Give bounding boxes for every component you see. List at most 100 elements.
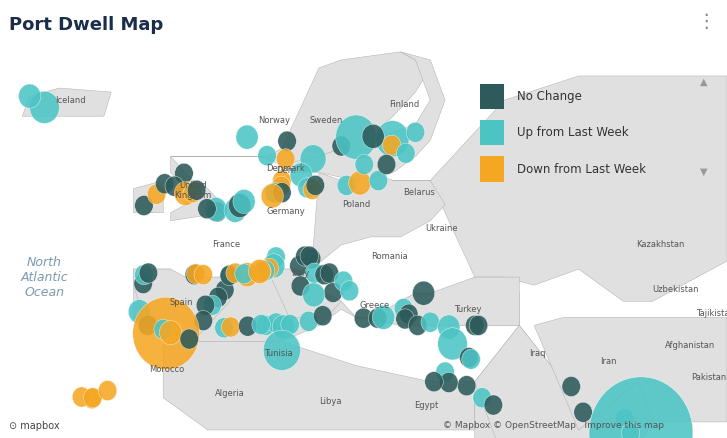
Circle shape: [252, 261, 271, 282]
Circle shape: [215, 280, 234, 300]
FancyBboxPatch shape: [481, 84, 504, 109]
Polygon shape: [282, 52, 445, 180]
Circle shape: [278, 131, 297, 151]
Circle shape: [273, 170, 292, 191]
Text: Uzbekistan: Uzbekistan: [652, 285, 699, 293]
FancyBboxPatch shape: [481, 120, 504, 145]
Circle shape: [369, 308, 387, 328]
Text: Belarus: Belarus: [403, 188, 435, 197]
Circle shape: [129, 300, 150, 324]
Circle shape: [148, 184, 166, 204]
Circle shape: [184, 183, 202, 203]
Circle shape: [134, 195, 153, 215]
Text: Denmark: Denmark: [266, 164, 305, 173]
Text: United
Kingdom: United Kingdom: [174, 180, 212, 200]
Text: Afghanistan: Afghanistan: [664, 341, 715, 350]
Text: Norway: Norway: [259, 116, 291, 125]
Text: Pakistan: Pakistan: [691, 373, 726, 382]
Text: Finland: Finland: [389, 99, 419, 109]
Circle shape: [438, 315, 460, 339]
Text: Up from Last Week: Up from Last Week: [518, 126, 629, 139]
Circle shape: [98, 381, 117, 401]
Circle shape: [134, 273, 153, 293]
Polygon shape: [134, 180, 163, 213]
Circle shape: [198, 199, 216, 219]
Circle shape: [174, 181, 196, 205]
Circle shape: [469, 315, 488, 336]
Circle shape: [196, 295, 214, 315]
Circle shape: [376, 120, 409, 157]
Text: ⋮: ⋮: [696, 12, 716, 32]
Circle shape: [203, 295, 222, 315]
Circle shape: [263, 330, 300, 371]
Circle shape: [337, 175, 356, 195]
Circle shape: [267, 247, 285, 267]
Circle shape: [457, 376, 476, 396]
Circle shape: [372, 305, 395, 329]
Polygon shape: [356, 76, 727, 301]
Circle shape: [257, 315, 275, 336]
Circle shape: [272, 315, 294, 339]
Circle shape: [258, 145, 276, 166]
Text: Romania: Romania: [371, 252, 408, 261]
Circle shape: [72, 387, 91, 407]
Circle shape: [324, 283, 342, 303]
Circle shape: [154, 319, 172, 339]
Circle shape: [399, 304, 418, 324]
Text: Libya: Libya: [319, 397, 342, 406]
Text: Port Dwell Map: Port Dwell Map: [9, 16, 164, 35]
Circle shape: [261, 184, 284, 208]
Circle shape: [332, 136, 350, 156]
Text: North
Atlantic
Ocean: North Atlantic Ocean: [20, 256, 68, 299]
Circle shape: [228, 194, 251, 218]
Text: Kazakhstan: Kazakhstan: [636, 240, 684, 249]
Circle shape: [462, 349, 481, 369]
Circle shape: [562, 376, 580, 396]
Circle shape: [187, 264, 205, 284]
Circle shape: [139, 263, 158, 283]
Circle shape: [233, 189, 255, 214]
Circle shape: [305, 263, 324, 283]
Circle shape: [313, 306, 332, 326]
Circle shape: [185, 265, 204, 285]
Text: ▼: ▼: [700, 167, 707, 177]
Circle shape: [83, 389, 101, 409]
Text: Egypt: Egypt: [414, 401, 438, 410]
Text: Tunisia: Tunisia: [264, 349, 292, 358]
Text: Algeria: Algeria: [215, 389, 245, 398]
Circle shape: [459, 347, 478, 367]
Circle shape: [440, 372, 458, 392]
Circle shape: [224, 198, 246, 223]
Circle shape: [30, 91, 60, 124]
Circle shape: [306, 175, 324, 195]
Circle shape: [290, 163, 313, 187]
Circle shape: [435, 362, 454, 382]
Circle shape: [394, 298, 413, 318]
Text: Greece: Greece: [360, 301, 390, 310]
Circle shape: [272, 176, 290, 196]
Circle shape: [208, 202, 227, 222]
Circle shape: [180, 329, 198, 349]
FancyBboxPatch shape: [481, 156, 504, 182]
Polygon shape: [134, 269, 230, 342]
Circle shape: [267, 313, 285, 333]
Circle shape: [395, 309, 414, 329]
Circle shape: [222, 317, 240, 337]
Polygon shape: [475, 325, 579, 438]
Text: Morocco: Morocco: [149, 365, 185, 374]
Circle shape: [362, 124, 385, 148]
Circle shape: [334, 271, 353, 291]
Text: Iceland: Iceland: [55, 95, 86, 105]
Circle shape: [349, 171, 371, 195]
Circle shape: [298, 178, 316, 198]
Circle shape: [320, 263, 339, 283]
Circle shape: [425, 371, 443, 392]
Circle shape: [194, 311, 212, 331]
Circle shape: [188, 180, 206, 200]
Text: Poland: Poland: [342, 200, 370, 209]
Polygon shape: [312, 173, 445, 269]
Text: Spain: Spain: [170, 298, 193, 307]
Circle shape: [382, 135, 401, 155]
Circle shape: [300, 246, 318, 266]
Circle shape: [281, 314, 300, 335]
